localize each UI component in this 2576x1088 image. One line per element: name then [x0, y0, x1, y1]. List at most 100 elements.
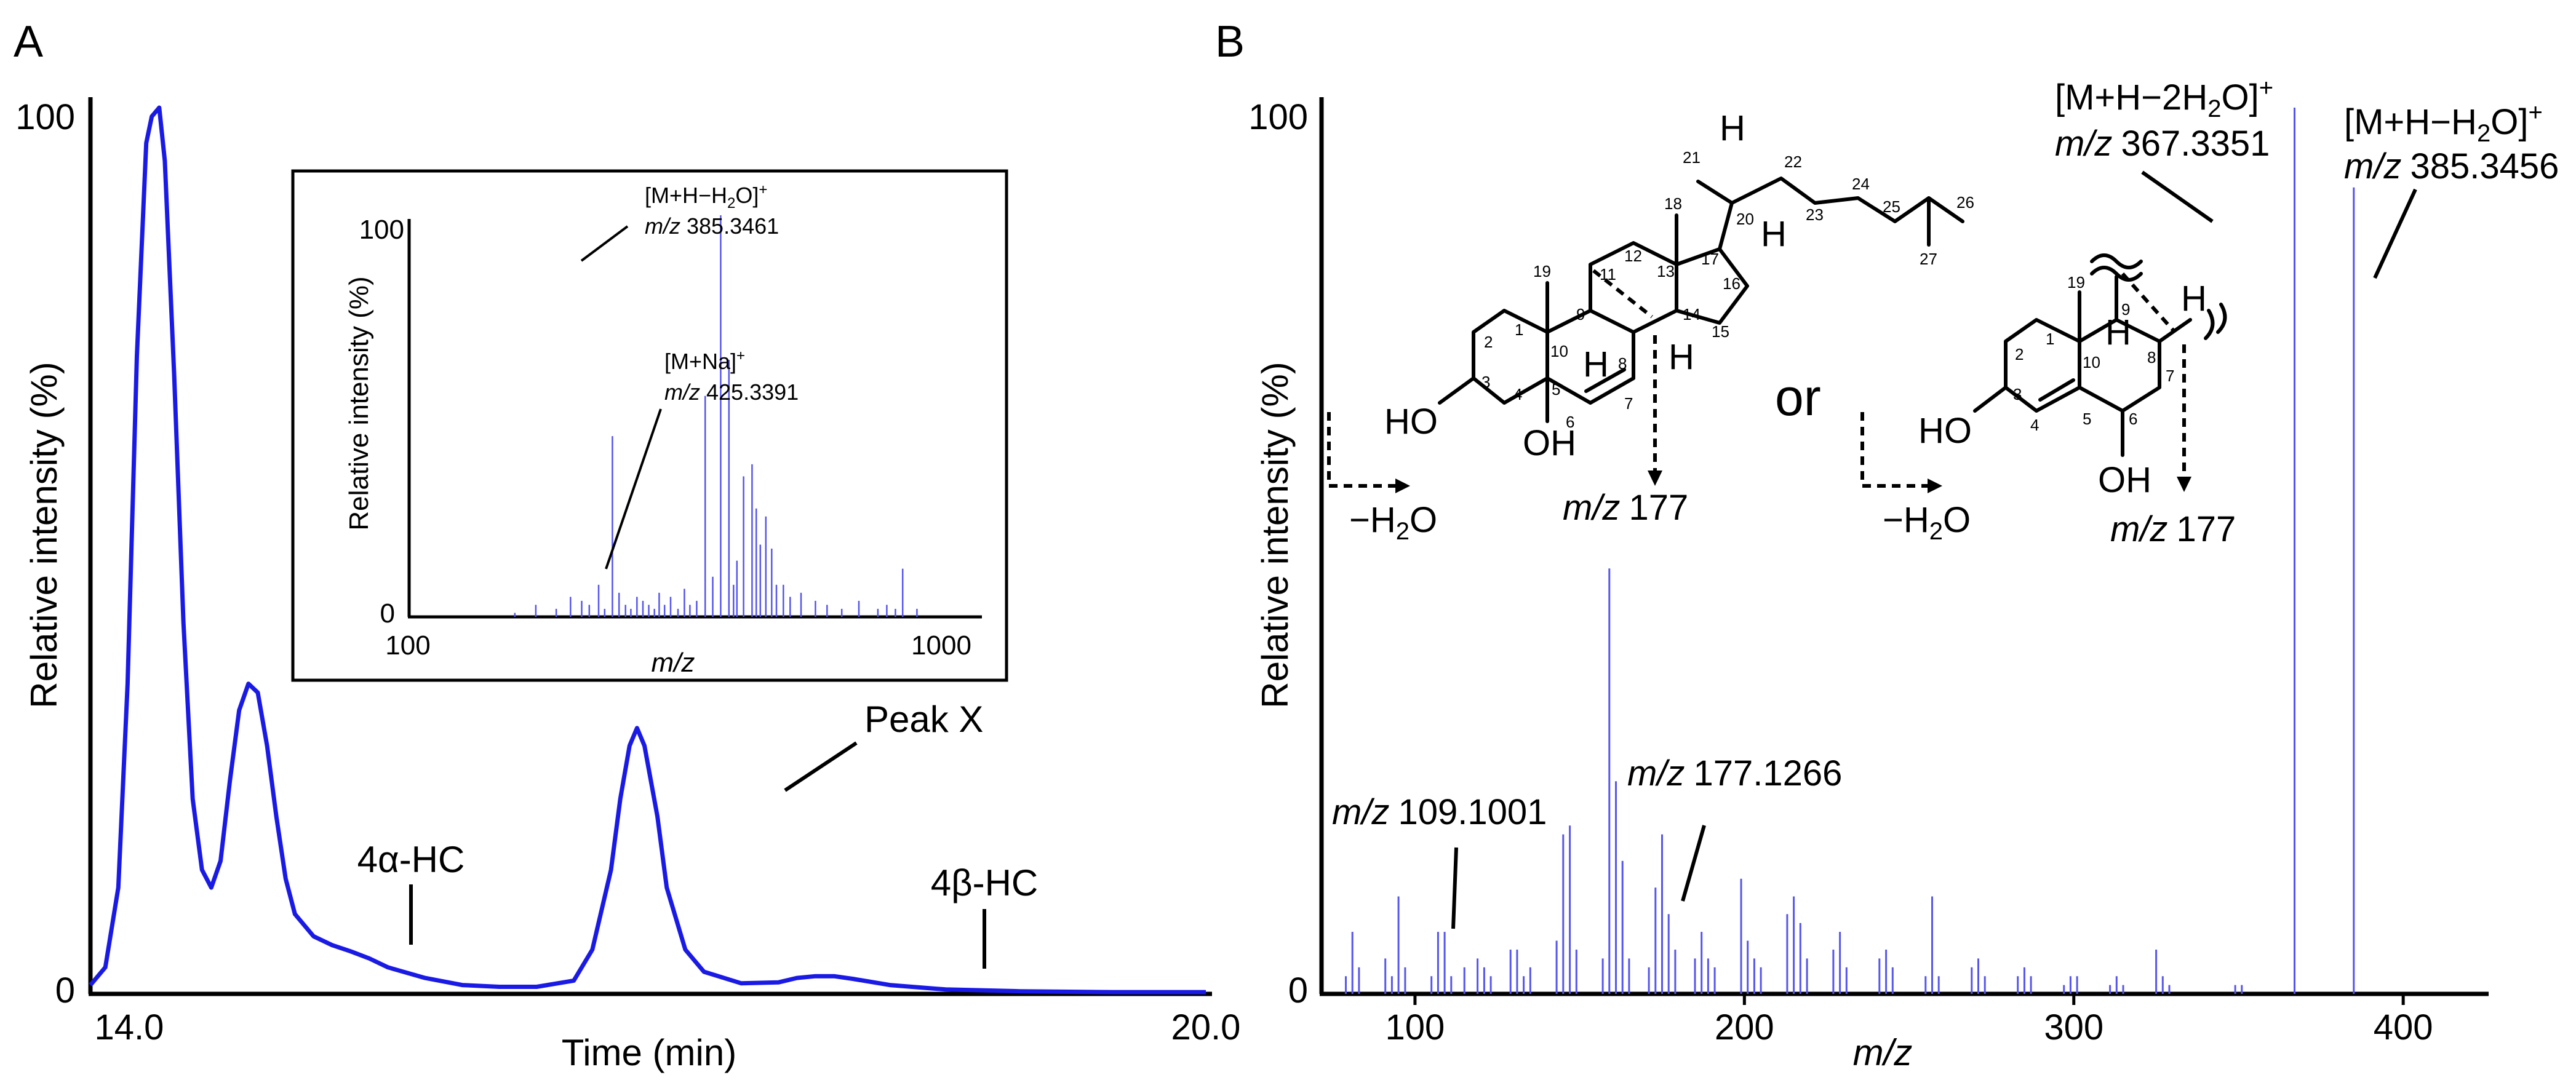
label-peak-x: Peak X [864, 699, 983, 740]
s1-ring-c [1589, 241, 1678, 334]
s1-frag-value: 177 [1629, 488, 1688, 528]
panel-a-xlabel: Time (min) [562, 1032, 736, 1073]
inset-ann1-ion: [M+H−H2O]+ [645, 181, 767, 212]
s2-n1: 1 [2046, 330, 2054, 348]
inset-frame [291, 169, 1008, 682]
s1-h20: H [1720, 108, 1745, 148]
inset-bars [514, 215, 918, 617]
s1-h14: H [1669, 337, 1694, 377]
ann-385-ion: [M+H−H2O]+ [2344, 99, 2543, 147]
s2-break-4 [2216, 303, 2227, 334]
s1-ring-b [1545, 309, 1635, 405]
s1-n6: 6 [1566, 413, 1574, 431]
s2-n7: 7 [2166, 367, 2174, 385]
s2-n2: 2 [2015, 345, 2024, 363]
s1-n11: 11 [1600, 265, 1616, 284]
s1-n18: 18 [1664, 194, 1682, 213]
ann-367-leader [2141, 170, 2214, 223]
structure-1: HO OH H H H H m/z 177 −H2O 1 2 3 4 5 6 7 … [1327, 108, 1974, 545]
s1-loss-label: −H2O [1349, 500, 1437, 545]
panel-b-ytick-0: 0 [1288, 971, 1308, 1011]
s2-n6: 6 [2129, 410, 2137, 428]
panel-a-xtick-end: 20.0 [1171, 1007, 1241, 1047]
s1-c3-o [1438, 376, 1475, 405]
s2-c3-o [1973, 386, 2008, 413]
inset-ann1-ion-text: [M+H−H [645, 183, 727, 208]
s1-ho: HO [1384, 402, 1438, 442]
s1-n20: 20 [1736, 210, 1754, 228]
s2-n10: 10 [2083, 353, 2100, 371]
ann-109: m/z 109.1001 [1332, 792, 1547, 832]
s1-n12: 12 [1624, 247, 1642, 265]
ann-385-leader [2373, 188, 2417, 279]
x-tick-label: 300 [2044, 1007, 2103, 1047]
s1-db [1584, 368, 1626, 393]
s2-n5: 5 [2083, 410, 2091, 428]
s1-n5: 5 [1552, 380, 1560, 399]
inset-ann2-mz-value: 425.3391 [706, 379, 799, 405]
panel-b-xlabel: m/z [1853, 1032, 1913, 1073]
panel-a-letter: A [14, 17, 43, 66]
panel-b-x-ticks: 100 200 300 400 [1386, 994, 2433, 1047]
leader-peak-x [784, 741, 858, 792]
s1-c21 [1696, 180, 1734, 205]
s1-cleave-line [1592, 269, 1653, 319]
inset-ann1-mz-value: 385.3461 [687, 213, 779, 239]
s1-n8: 8 [1618, 354, 1627, 373]
s2-frag-label: m/z 177 [2110, 509, 2236, 549]
s2-ho: HO [1918, 411, 1972, 451]
s2-loss-tail: O [1943, 500, 1971, 540]
label-4alpha-hc: 4α-HC [357, 839, 465, 880]
panel-a-xtick-start: 14.0 [95, 1007, 164, 1047]
s1-loss-tail: O [1410, 500, 1437, 540]
s2-h8: H [2181, 279, 2207, 319]
s2-loss-minus: −H [1883, 500, 1929, 540]
inset-ytick-100: 100 [359, 215, 404, 245]
s2-loss-arrowhead [1928, 478, 1942, 493]
s1-side-chain [1718, 177, 1964, 251]
inset-ann1-leader [580, 225, 629, 262]
s1-frag-prefix: m/z [1563, 488, 1620, 528]
s2-oh: OH [2098, 460, 2151, 500]
s1-oh: OH [1523, 423, 1576, 463]
structure-2: HO OH H H m/z 177 −H2O 1 2 3 4 5 6 7 8 9 … [1860, 253, 2236, 549]
inset-xlabel: m/z [652, 648, 695, 678]
s1-n9: 9 [1576, 305, 1585, 324]
panel-b-letter: B [1215, 17, 1245, 66]
s2-ring-b [2078, 318, 2161, 413]
s1-n16: 16 [1723, 274, 1741, 293]
ann-177-leader [1681, 825, 1706, 902]
ann-367-tail: O] [2221, 77, 2259, 117]
x-tick-label: 400 [2374, 1007, 2433, 1047]
s1-frag-arrowhead [1648, 471, 1662, 486]
inset-xtick-start: 100 [385, 630, 430, 661]
s1-n22: 22 [1784, 153, 1802, 171]
s2-cleave-line [2121, 272, 2177, 334]
s1-n14: 14 [1683, 305, 1701, 324]
s1-n1: 1 [1515, 320, 1523, 339]
s1-n23: 23 [1806, 205, 1824, 224]
s1-n10: 10 [1550, 342, 1568, 360]
ann-367-sub: 2 [2207, 95, 2221, 122]
inset-ann2-mz-prefix: m/z [664, 379, 700, 405]
panel-a-ytick-0: 0 [55, 971, 75, 1011]
ann-177: m/z 177.1266 [1627, 753, 1842, 793]
s1-n3: 3 [1481, 373, 1490, 391]
panel-a-ylabel: Relative intensity (%) [23, 362, 65, 709]
inset-ytick-0: 0 [380, 598, 395, 629]
panel-a-ytick-100: 100 [15, 97, 75, 137]
panel-b-bars [1345, 108, 2355, 994]
s1-n27: 27 [1920, 250, 1937, 268]
inset-ann2-sup: + [736, 347, 745, 364]
s2-loss-label: −H2O [1883, 500, 1971, 545]
s1-n19: 19 [1533, 262, 1551, 280]
s1-n4: 4 [1513, 385, 1522, 403]
s1-ring-d [1675, 247, 1749, 325]
inset-ann2-ion: [M+Na]+ [664, 347, 745, 374]
ann-385-mz-value: 385.3456 [2410, 146, 2559, 186]
ann-367-mz-prefix: m/z [2055, 124, 2112, 164]
ann-367-ion-text: [M+H−2H [2055, 77, 2207, 117]
s1-n25: 25 [1883, 197, 1900, 216]
s1-h17: H [1761, 214, 1787, 254]
inset-ann1-sub: 2 [727, 195, 735, 212]
